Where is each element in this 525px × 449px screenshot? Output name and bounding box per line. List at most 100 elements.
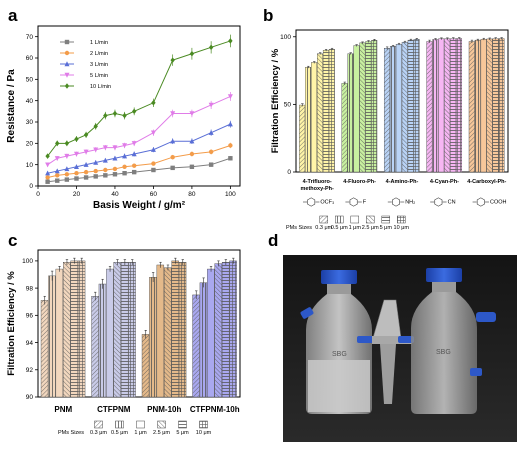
chart-b-bar xyxy=(438,37,445,173)
chart-b-bar-pattern xyxy=(474,40,481,173)
chart-b-bar xyxy=(432,38,439,173)
chart-c-frame xyxy=(37,249,241,398)
chart-c-bar-pattern xyxy=(156,264,164,397)
chart-c: 90 92 94 96 98 100 Filtration Efficiency / % PN… xyxy=(6,249,241,436)
chart-b-bar xyxy=(480,37,487,173)
chart-c-bar-pattern xyxy=(55,269,63,397)
chart-a-point xyxy=(170,57,175,63)
chart-a-point xyxy=(208,129,214,135)
chart-b-ytick-label: 50 xyxy=(284,102,292,109)
chart-a-point xyxy=(45,175,50,180)
chart-c-legend-label: 0.5 μm xyxy=(111,430,128,436)
chart-b-bar xyxy=(486,37,493,173)
chart-b-bar-pattern xyxy=(317,53,323,172)
chart-b-bar xyxy=(401,40,408,173)
chart-b-bar-pattern xyxy=(359,42,366,172)
right-bottle-glass xyxy=(411,292,477,414)
chart-a-xtick-label: 80 xyxy=(188,191,196,198)
chart-b-bar-pattern xyxy=(299,105,305,172)
chart-c-ytick-label: 96 xyxy=(26,313,34,320)
chart-b-bar-pattern xyxy=(396,44,402,173)
chart-a-point xyxy=(150,147,156,152)
chart-c-bar xyxy=(178,259,187,398)
chart-b-ytick-label: 100 xyxy=(280,34,291,41)
chart-c-bar xyxy=(221,259,230,398)
chart-c-legend-pattern xyxy=(94,421,103,428)
chart-a-point xyxy=(112,155,118,161)
chart-c-bar-pattern xyxy=(207,269,215,397)
chart-a-ytick-label: 0 xyxy=(29,183,33,190)
chart-a-point xyxy=(227,121,233,127)
panel-letter-b: b xyxy=(263,6,273,25)
chart-c-ytick-label: 94 xyxy=(26,340,34,347)
chart-b-bar xyxy=(426,39,433,173)
chart-b-bar xyxy=(353,44,360,173)
chart-b-bar-pattern xyxy=(329,49,335,172)
chart-a-point xyxy=(131,163,137,168)
chart-a-point xyxy=(54,168,60,174)
chart-a-point xyxy=(189,111,195,117)
chart-a-xtick-label: 60 xyxy=(150,191,158,198)
chart-b-bar-pattern xyxy=(390,46,396,172)
chart-b-category-label: 4-Cyan-Ph- xyxy=(430,179,459,185)
chart-b-legend-label: 1 μm xyxy=(349,225,362,231)
chart-b-legend-pattern xyxy=(397,216,406,223)
chart-b-bar-pattern xyxy=(498,38,505,172)
right-bottle-outlet xyxy=(470,368,482,376)
chart-b-bar-pattern xyxy=(492,38,499,172)
chart-a-ytick-label: 10 xyxy=(26,162,34,169)
chart-a-point xyxy=(73,164,79,169)
chart-a-point xyxy=(228,143,233,148)
chart-c-bar xyxy=(55,266,64,398)
chart-b-bar xyxy=(456,37,463,173)
chem-substituent-label: F xyxy=(363,200,367,206)
clamp-handle xyxy=(380,344,396,404)
chart-c-legend-label: 0.3 μm xyxy=(90,430,107,436)
chart-b-bar xyxy=(299,103,306,173)
chart-a-point xyxy=(64,166,70,172)
chart-a-point xyxy=(83,132,89,138)
chart-a-point xyxy=(189,50,195,57)
chart-c-bar-pattern xyxy=(214,263,222,397)
panel-letter-d: d xyxy=(268,231,278,250)
chart-a-point xyxy=(64,153,70,159)
chart-b-bar xyxy=(407,38,414,173)
chart-a-legend-label: 2 L/min xyxy=(90,51,108,57)
chart-a-point xyxy=(93,147,99,153)
chart-a-point xyxy=(131,108,137,115)
chart-b-bar xyxy=(341,81,348,173)
chart-b-bar xyxy=(474,38,481,173)
chart-b-bar xyxy=(389,44,396,173)
chart-a-xlabel: Basis Weight / g/m² xyxy=(93,200,186,211)
chart-b-bar xyxy=(311,61,318,173)
chart-c-bar xyxy=(207,266,215,398)
chart-b-bar-pattern xyxy=(407,40,414,173)
chart-c-legend-pattern xyxy=(199,421,208,428)
chart-a-point xyxy=(170,111,176,117)
chart-b-bar-pattern xyxy=(305,67,311,172)
chart-a-point xyxy=(55,140,60,147)
chart-c-bar xyxy=(98,278,107,398)
chart-c-bar-pattern xyxy=(48,275,56,397)
chart-b-ytick-label: 0 xyxy=(287,169,291,176)
chart-a-point xyxy=(150,130,156,136)
chart-b-bar xyxy=(317,52,323,173)
chart-a-ytick-label: 30 xyxy=(26,119,34,126)
clamp-connector xyxy=(398,336,414,343)
right-bottle-side-port xyxy=(476,312,496,322)
chart-c-bar xyxy=(156,261,165,398)
chart-a-point xyxy=(112,172,118,177)
chart-b-legend-label: 5 μm xyxy=(380,225,393,231)
chart-c-bar xyxy=(48,270,56,398)
left-bottle-cap xyxy=(321,270,357,284)
chart-b-bar-pattern xyxy=(426,41,433,172)
chart-c-bar-pattern xyxy=(142,334,150,397)
panel-letter-a: a xyxy=(8,6,18,25)
chart-b-legend-pattern xyxy=(381,216,390,223)
chart-b-bar-pattern xyxy=(323,50,329,172)
chart-a-series xyxy=(45,142,233,180)
chart-b-bar xyxy=(383,46,390,173)
chart-b-legend-title: PMs Sizes xyxy=(286,225,312,231)
chart-b-legend-pattern xyxy=(335,216,344,223)
right-bottle-cap xyxy=(426,268,462,282)
